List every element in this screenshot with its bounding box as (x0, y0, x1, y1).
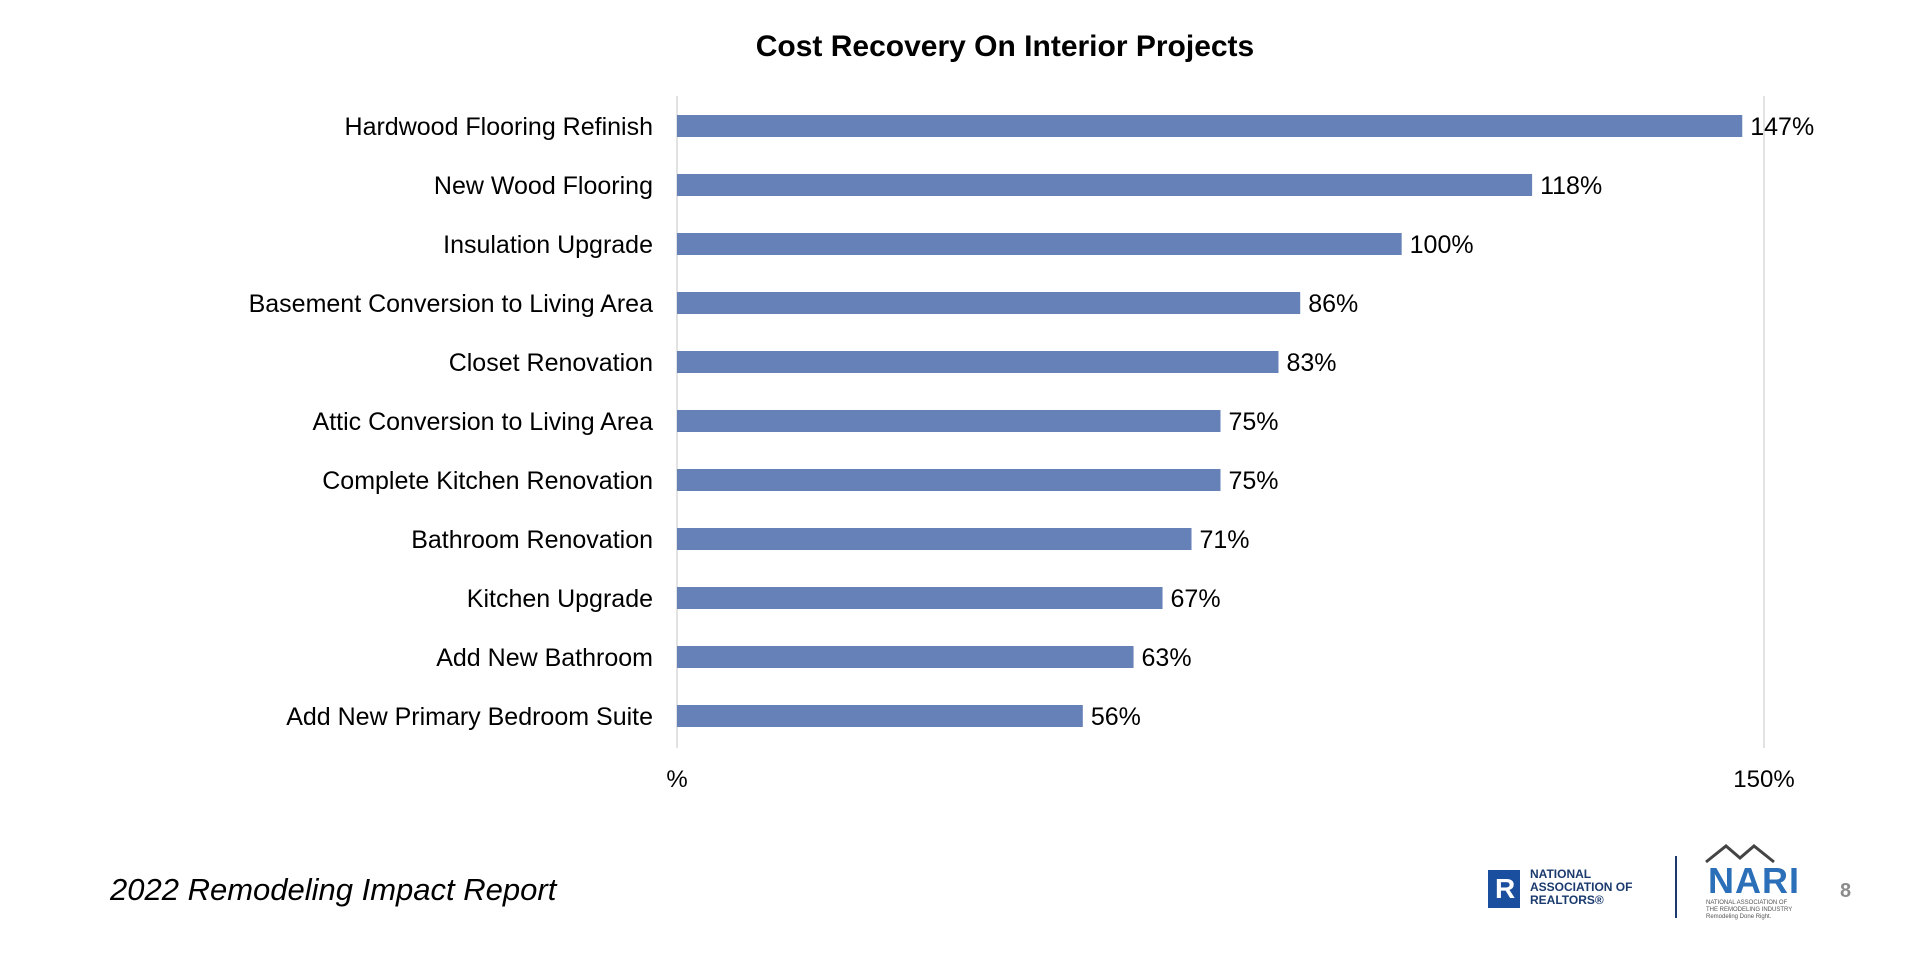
data-label: 63% (1142, 644, 1192, 672)
data-label: 83% (1286, 349, 1336, 377)
bar (677, 233, 1402, 255)
category-label: Add New Bathroom (436, 644, 653, 672)
bar (677, 469, 1221, 491)
page-number: 8 (1840, 880, 1852, 902)
data-label: 75% (1229, 467, 1279, 495)
report-title: 2022 Remodeling Impact Report (110, 872, 557, 907)
chart-title: Cost Recovery On Interior Projects (755, 30, 1255, 63)
bar (677, 292, 1301, 314)
bar (677, 115, 1743, 137)
category-label: Insulation Upgrade (443, 231, 653, 259)
bar (677, 646, 1134, 668)
data-label: 71% (1200, 526, 1250, 554)
category-label: New Wood Flooring (434, 172, 653, 200)
bar (677, 174, 1533, 196)
category-label: Basement Conversion to Living Area (249, 290, 653, 318)
category-label: Bathroom Renovation (411, 526, 653, 554)
realtors-logo: NATIONAL ASSOCIATION OF REALTORS® (1488, 866, 1648, 910)
data-label: 75% (1229, 408, 1279, 436)
bar (677, 705, 1083, 727)
category-label: Attic Conversion to Living Area (313, 408, 654, 436)
x-tick-label: % (666, 766, 687, 793)
data-label: 118% (1540, 172, 1602, 200)
data-label: 100% (1410, 231, 1474, 259)
nari-logo: NARI NATIONAL ASSOCIATION OF THE REMODEL… (1700, 842, 1800, 930)
data-label: 147% (1750, 113, 1814, 141)
bar (677, 587, 1163, 609)
bar (677, 351, 1279, 373)
nari-logo-subtext: NATIONAL ASSOCIATION OF THE REMODELING I… (1706, 900, 1793, 920)
x-tick-label: 150% (1733, 766, 1794, 793)
house-roof-icon (1705, 844, 1775, 864)
category-label: Kitchen Upgrade (467, 585, 653, 613)
category-label: Closet Renovation (449, 349, 653, 377)
nari-logo-word: NARI (1708, 860, 1800, 901)
logo-divider (1675, 856, 1677, 918)
bar (677, 528, 1192, 550)
realtors-logo-text: NATIONAL ASSOCIATION OF REALTORS® (1530, 867, 1633, 907)
data-label: 67% (1171, 585, 1221, 613)
realtors-r-icon (1488, 870, 1520, 908)
bar-chart: Hardwood Flooring Refinish 147% New Wood F… (249, 96, 1814, 793)
category-label: Hardwood Flooring Refinish (345, 113, 653, 141)
bar (677, 410, 1221, 432)
category-label: Complete Kitchen Renovation (322, 467, 653, 495)
category-label: Add New Primary Bedroom Suite (286, 703, 653, 731)
data-label: 56% (1091, 703, 1141, 731)
data-label: 86% (1308, 290, 1358, 318)
